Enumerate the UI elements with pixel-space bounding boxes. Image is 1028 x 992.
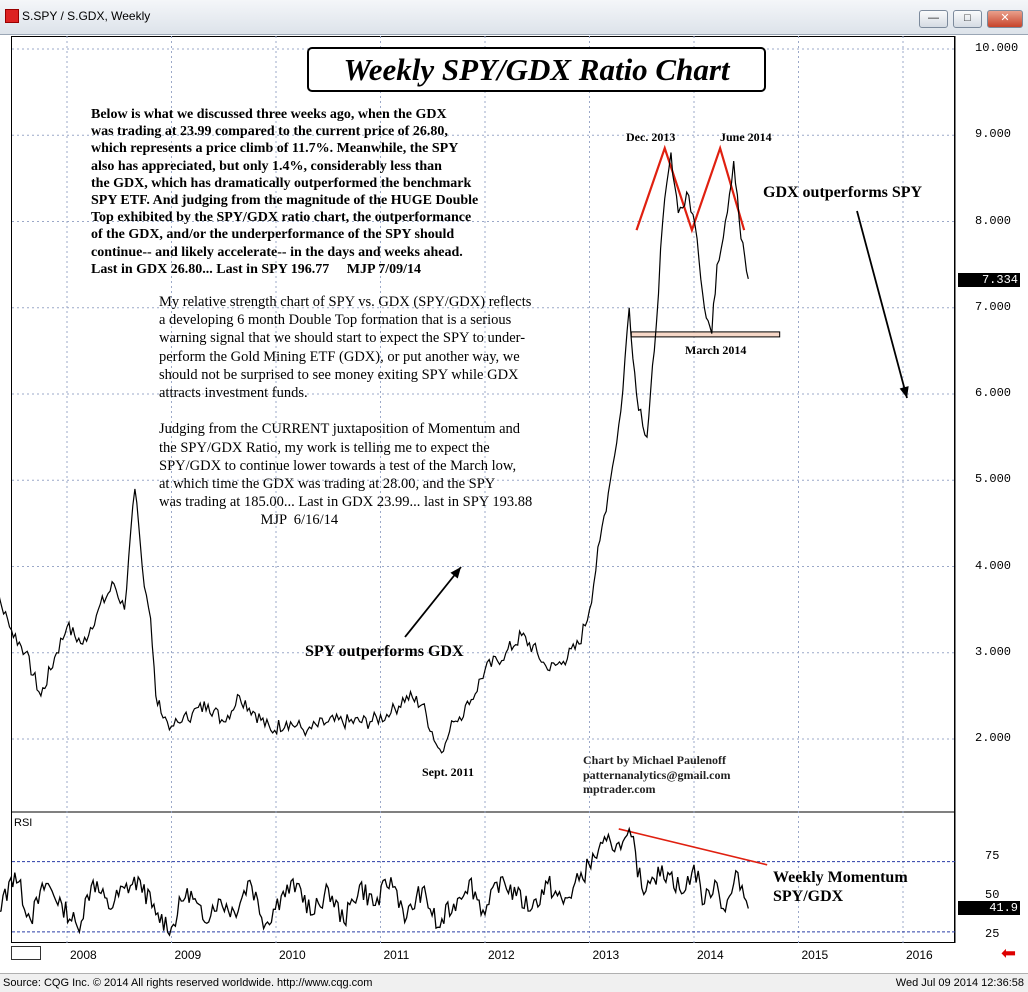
double-top-marker [635, 144, 746, 234]
price-tick-label: 5.000 [975, 472, 1012, 487]
year-tick-label: 2014 [697, 948, 724, 962]
arrow-down-gdx-outperforms [856, 210, 908, 399]
app-icon [5, 9, 19, 23]
rsi-divergence-line [618, 828, 768, 866]
price-tick-label: 9.000 [975, 127, 1012, 142]
close-button[interactable]: ✕ [987, 10, 1023, 28]
scroll-right-arrow-icon[interactable]: ⬅ [1001, 943, 1017, 963]
arrow-up-spy-outperforms [404, 566, 462, 638]
rsi-label: RSI [14, 817, 33, 829]
year-tick-label: 2012 [488, 948, 515, 962]
year-tick-label: 2008 [70, 948, 97, 962]
status-footer: Source: CQG Inc. © 2014 All rights reser… [0, 973, 1028, 992]
last-value-rsi: 41.9 [958, 901, 1020, 915]
annotation-dec-2013: Dec. 2013 [626, 130, 676, 144]
annotation-spy-outperforms: SPY outperforms GDX [305, 643, 464, 660]
commentary-note-earlier: My relative strength chart of SPY vs. GD… [159, 294, 533, 529]
annotation-gdx-outperforms: GDX outperforms SPY [763, 184, 923, 201]
annotation-sept-2011: Sept. 2011 [422, 765, 475, 779]
footer-timestamp: Wed Jul 09 2014 12:36:58 [895, 977, 1024, 989]
annotation-momentum-ratio: SPY/GDX [773, 888, 844, 905]
year-tick-label: 2011 [383, 948, 410, 962]
price-tick-label: 4.000 [975, 558, 1012, 573]
maximize-button[interactable]: □ [953, 10, 982, 28]
price-tick-label: 7.000 [975, 299, 1012, 314]
chart-title: Weekly SPY/GDX Ratio Chart [307, 47, 766, 92]
arrow-up-spy-outperforms-head [450, 567, 461, 579]
annotation-weekly-momentum: Weekly Momentum [773, 869, 908, 886]
window-title: S.SPY / S.GDX, Weekly [22, 9, 151, 23]
price-tick-label: 8.000 [975, 213, 1012, 228]
chart-credit: Chart by Michael Paulenoff patternanalyt… [583, 753, 731, 796]
support-zone-march-2014 [630, 331, 781, 338]
price-tick-label: 2.000 [975, 731, 1012, 745]
annotation-march-2014: March 2014 [685, 343, 747, 357]
price-tick-label: 10.000 [975, 41, 1019, 55]
year-tick-label: 2015 [801, 948, 829, 962]
rsi-series-line [0, 826, 749, 937]
commentary-note-latest: Below is what we discussed three weeks a… [91, 107, 479, 277]
annotation-june-2014: June 2014 [720, 130, 772, 144]
year-tick-label: 2013 [592, 948, 620, 962]
year-tick-label: 2016 [906, 948, 933, 962]
rsi-tick-label: 50 [985, 888, 1000, 902]
price-tick-label: 3.000 [975, 644, 1012, 659]
year-tick-label: 2009 [174, 948, 202, 962]
scroll-left-button[interactable] [11, 946, 41, 960]
rsi-tick-label: 25 [985, 927, 1000, 941]
price-tick-label: 6.000 [975, 386, 1012, 400]
rsi-tick-label: 75 [985, 849, 1000, 863]
window-titlebar: S.SPY / S.GDX, Weekly — □ ✕ [0, 0, 1028, 35]
arrow-down-gdx-outperforms-head [899, 386, 909, 398]
last-value-ratio: 7.334 [958, 273, 1020, 287]
minimize-button[interactable]: — [919, 10, 948, 28]
footer-source: Source: CQG Inc. © 2014 All rights reser… [3, 977, 373, 989]
year-tick-label: 2010 [279, 948, 306, 962]
ratio-series-line [0, 152, 749, 754]
